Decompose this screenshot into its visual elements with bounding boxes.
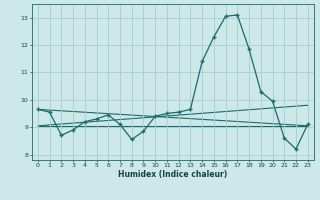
X-axis label: Humidex (Indice chaleur): Humidex (Indice chaleur) — [118, 170, 228, 179]
